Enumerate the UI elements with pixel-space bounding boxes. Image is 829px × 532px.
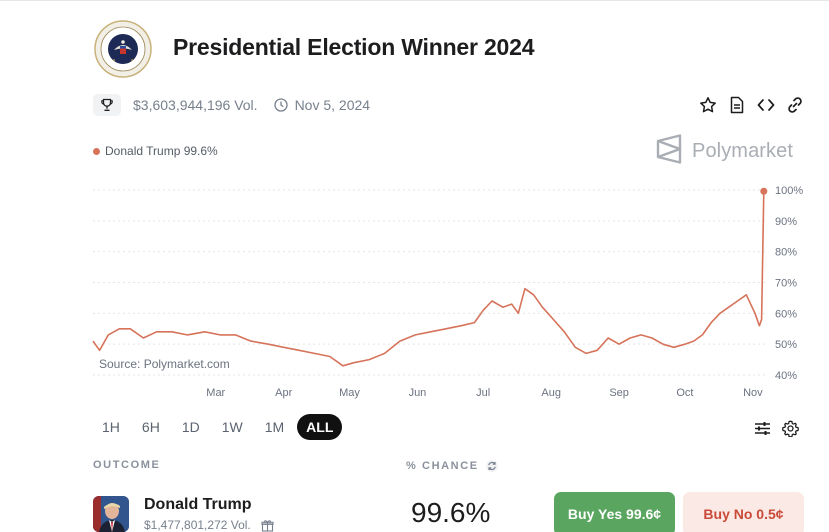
y-tick-label: 50% — [775, 339, 797, 351]
range-1d[interactable]: 1D — [181, 419, 200, 435]
document-icon[interactable] — [727, 95, 747, 115]
range-1h[interactable]: 1H — [102, 419, 120, 435]
candidate-volume: $1,477,801,272 Vol. — [144, 518, 251, 532]
x-tick-label: Nov — [743, 387, 763, 399]
y-tick-label: 60% — [775, 308, 797, 320]
polymarket-logo-icon — [656, 134, 683, 169]
column-header-chance: % CHANCE — [406, 459, 499, 473]
market-actions — [698, 95, 805, 115]
market-volume: $3,603,944,196 Vol. — [133, 97, 258, 113]
polymarket-brand: Polymarket — [656, 134, 793, 169]
y-tick-label: 90% — [775, 216, 797, 228]
y-tick-label: 100% — [775, 185, 803, 197]
x-tick-label: Sep — [609, 387, 629, 399]
top-border — [0, 0, 829, 1]
x-axis-labels: Mar Apr May Jun Jul Aug Sep Oct Nov — [206, 387, 763, 399]
market-title: Presidential Election Winner 2024 — [173, 34, 535, 60]
code-icon[interactable] — [756, 95, 776, 115]
market-meta: $3,603,944,196 Vol. Nov 5, 2024 — [93, 94, 370, 116]
x-tick-label: Jun — [409, 387, 427, 399]
column-header-outcome: OUTCOME — [93, 459, 161, 471]
link-icon[interactable] — [785, 95, 805, 115]
y-axis-labels: 40% 50% 60% 70% 80% 90% 100% — [775, 185, 803, 382]
candidate-volume-row: $1,477,801,272 Vol. — [144, 518, 274, 532]
chart-grid — [93, 189, 766, 376]
buy-yes-button[interactable]: Buy Yes 99.6¢ — [554, 492, 675, 532]
candidate-avatar — [93, 496, 129, 532]
brand-name: Polymarket — [692, 140, 794, 162]
price-chart[interactable]: 40% 50% 60% 70% 80% 90% 100% Mar Apr May Jun Jul Au… — [0, 160, 829, 405]
series-endpoint — [760, 187, 768, 195]
gift-icon[interactable] — [261, 519, 274, 532]
range-1m[interactable]: 1M — [264, 419, 285, 435]
chart-source: Source: Polymarket.com — [94, 355, 235, 373]
legend-dot — [93, 147, 100, 155]
chart-legend: Donald Trump 99.6% — [93, 144, 218, 158]
gear-icon[interactable] — [781, 419, 799, 437]
x-tick-label: Jul — [476, 387, 490, 399]
range-all[interactable]: ALL — [297, 414, 343, 440]
buy-no-button[interactable]: Buy No 0.5¢ — [683, 492, 804, 532]
x-tick-label: Oct — [676, 387, 693, 399]
candidate-chance: 99.6% — [411, 497, 491, 528]
time-range-selector: 1H 6H 1D 1W 1M ALL — [93, 414, 343, 440]
y-tick-label: 70% — [775, 278, 797, 290]
x-tick-label: Aug — [541, 387, 561, 399]
chart-series — [92, 187, 768, 367]
sliders-icon[interactable] — [753, 419, 771, 437]
range-6h[interactable]: 6H — [141, 419, 160, 435]
refresh-icon[interactable] — [485, 459, 499, 473]
x-tick-label: Mar — [206, 387, 225, 399]
x-tick-label: Apr — [275, 387, 292, 399]
star-icon[interactable] — [698, 95, 718, 115]
legend-label: Donald Trump 99.6% — [105, 144, 218, 158]
presidential-seal-icon — [94, 20, 152, 78]
column-header-chance-label: % CHANCE — [406, 460, 479, 472]
trophy-icon[interactable] — [93, 94, 121, 116]
series-line-donald-trump — [92, 191, 765, 367]
chart-tools — [753, 419, 799, 437]
clock-icon — [273, 98, 288, 112]
y-tick-label: 40% — [775, 370, 797, 382]
x-tick-label: May — [339, 387, 360, 399]
range-1w[interactable]: 1W — [221, 419, 243, 435]
candidate-name[interactable]: Donald Trump — [144, 496, 252, 513]
y-tick-label: 80% — [775, 247, 797, 259]
market-date: Nov 5, 2024 — [294, 97, 371, 113]
